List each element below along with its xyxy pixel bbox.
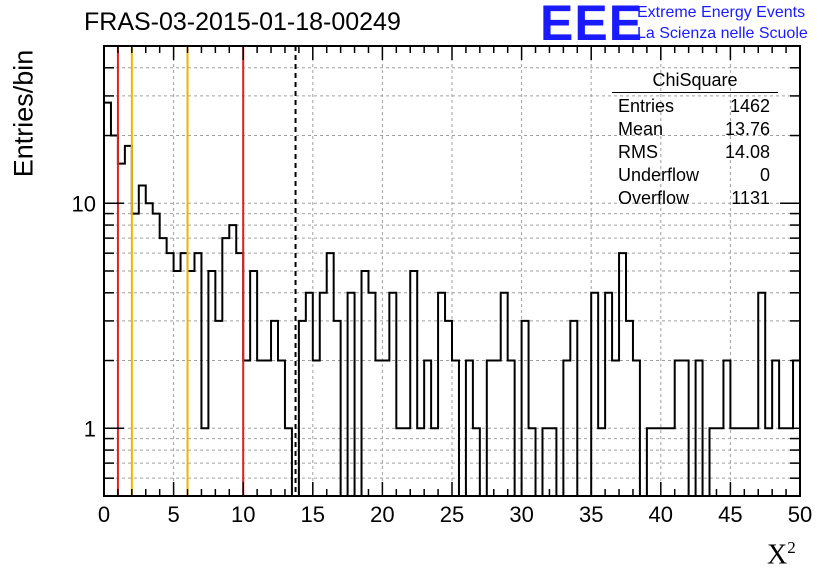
logo-line-1: Extreme Energy Events (637, 4, 806, 21)
stats-label: Overflow (618, 188, 690, 208)
x-tick-label: 50 (788, 502, 812, 527)
x-tick-label: 25 (440, 502, 464, 527)
stats-value: 0 (759, 165, 770, 185)
x-tick-label: 15 (301, 502, 325, 527)
y-tick-label: 1 (84, 416, 96, 441)
y-tick-label: 10 (72, 191, 96, 216)
x-axis-label-base: X (767, 539, 788, 571)
stats-row-entries: Entries 1462 (612, 96, 778, 119)
stats-label: RMS (618, 142, 658, 162)
stats-value: 14.08 (724, 142, 770, 162)
stats-value: 1462 (729, 96, 770, 116)
x-tick-label: 40 (649, 502, 673, 527)
stats-title: ChiSquare (612, 70, 778, 93)
stats-value: 1131 (731, 188, 770, 208)
y-axis-label: Entries/bin (8, 49, 39, 178)
stats-box: ChiSquare Entries 1462 Mean 13.76 RMS 14.08… (612, 70, 778, 211)
x-tick-label: 30 (509, 502, 533, 527)
x-tick-label: 20 (370, 502, 394, 527)
eee-logo: EEE (540, 0, 644, 51)
stats-row-rms: RMS 14.08 (612, 142, 778, 165)
x-tick-label: 5 (167, 502, 179, 527)
stats-row-mean: Mean 13.76 (612, 119, 778, 142)
x-tick-label: 0 (98, 502, 110, 527)
x-tick-label: 35 (579, 502, 603, 527)
logo-line-2: La Scienza nelle Scuole (637, 25, 808, 42)
x-axis-label: X2 (767, 538, 796, 571)
x-axis-label-superscript: 2 (787, 538, 796, 557)
x-tick-label: 45 (718, 502, 742, 527)
stats-label: Mean (618, 119, 664, 139)
histogram-series (104, 101, 800, 496)
stats-value: 13.76 (724, 119, 770, 139)
stats-label: Underflow (618, 165, 700, 185)
chart-title: FRAS-03-2015-01-18-00249 (84, 8, 401, 36)
x-tick-label: 10 (231, 502, 255, 527)
stats-row-underflow: Underflow 0 (612, 165, 778, 188)
stats-label: Entries (618, 96, 675, 116)
stats-row-overflow: Overflow 1131 (612, 188, 778, 211)
